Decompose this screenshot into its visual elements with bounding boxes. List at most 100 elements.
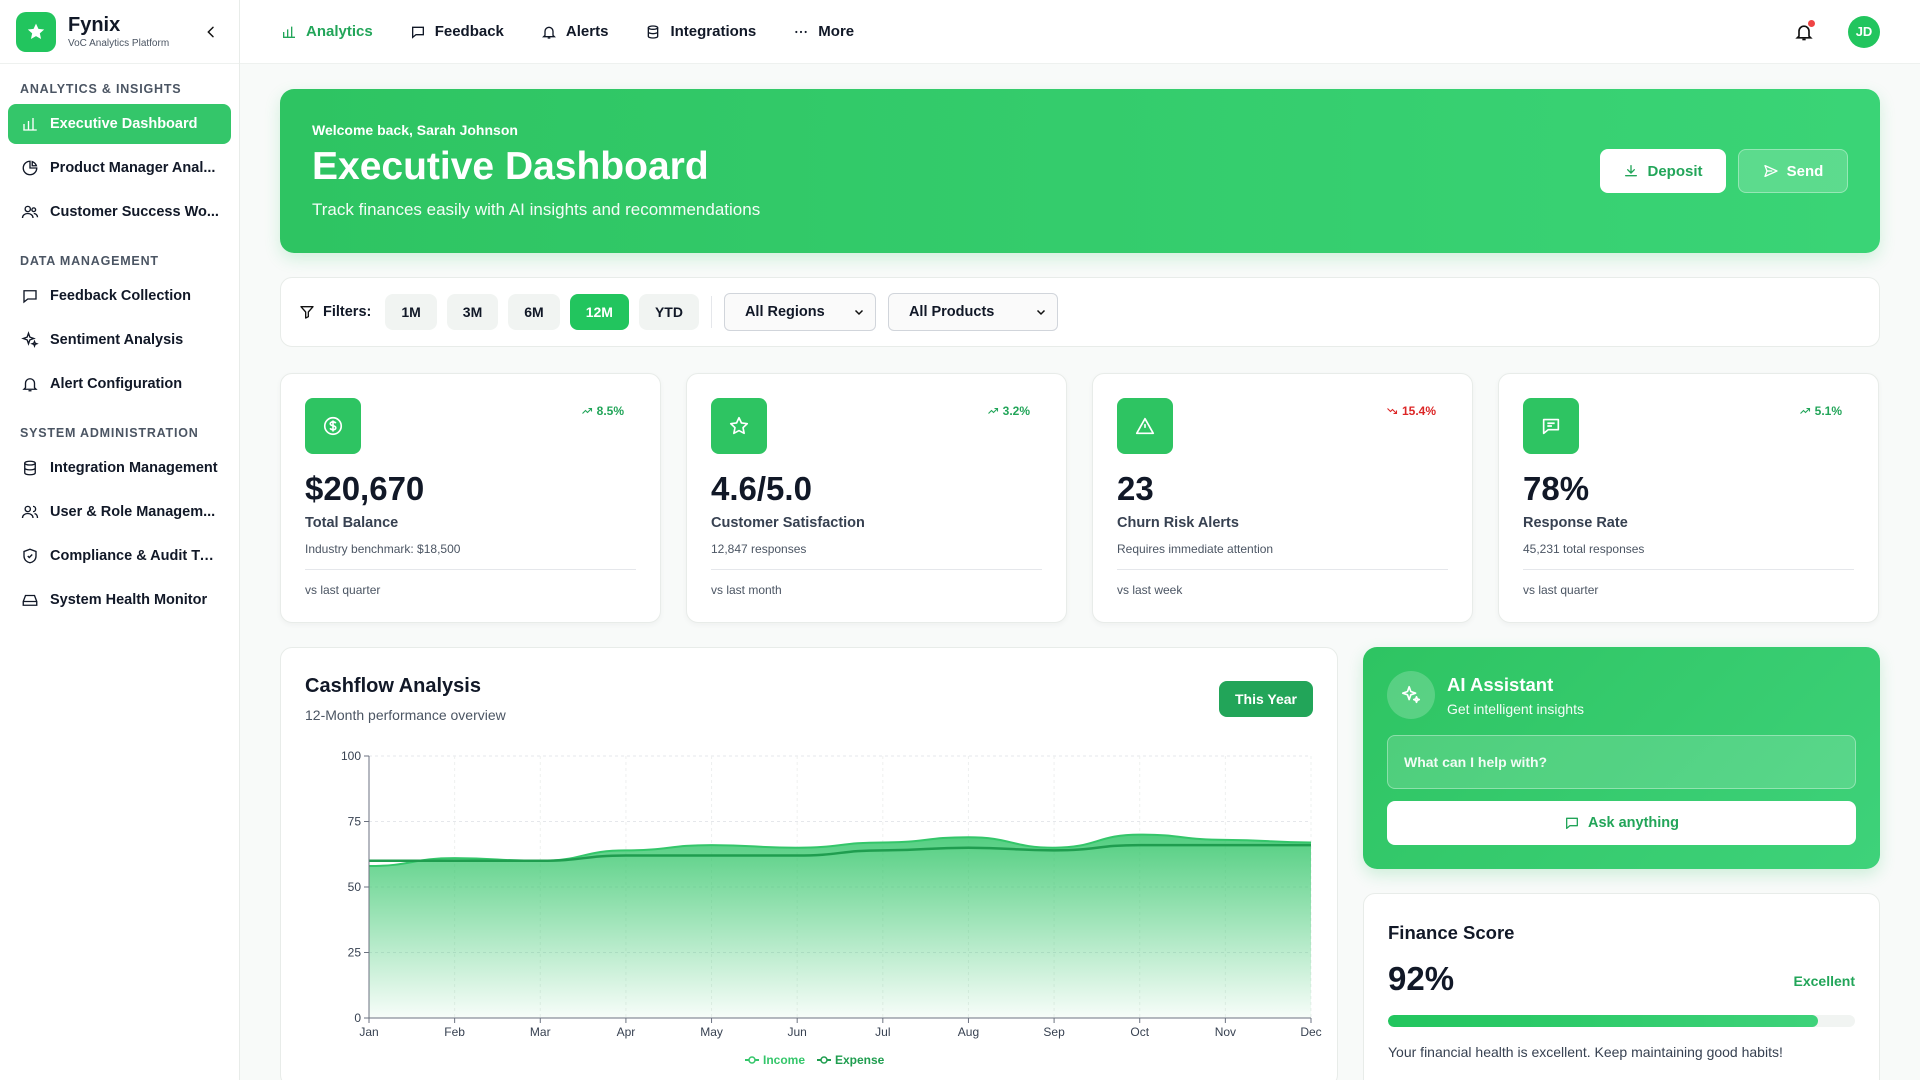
- series-expense-point: [1309, 843, 1314, 848]
- product-select-value: All Products: [908, 304, 995, 320]
- tab-alerts[interactable]: Alerts: [540, 23, 608, 41]
- deposit-button[interactable]: Deposit: [1600, 149, 1726, 193]
- series-expense-point: [709, 853, 714, 858]
- period-1m-button[interactable]: 1M: [385, 294, 437, 330]
- page-subtitle: Track finances easily with AI insights a…: [312, 200, 761, 219]
- series-expense-point: [1223, 843, 1228, 848]
- series-expense-point: [1052, 848, 1057, 853]
- y-tick-label: 75: [348, 815, 362, 829]
- series-expense-line: [368, 843, 1311, 863]
- sidebar-item-integration-management[interactable]: Integration Management: [8, 448, 231, 488]
- pie-chart-icon: [20, 158, 40, 178]
- kpi-value: 4.6/5.0: [711, 470, 812, 507]
- nav-section-title: DATA MANAGEMENT: [20, 254, 159, 268]
- series-expense-point: [795, 853, 800, 858]
- kpi-label: Response Rate: [1523, 515, 1628, 531]
- region-select[interactable]: All Regions: [723, 293, 876, 331]
- sidebar-item-system-health[interactable]: System Health Monitor: [8, 580, 231, 620]
- period-12m-button[interactable]: 12M: [569, 294, 629, 330]
- sidebar: Fynix VoC Analytics Platform ANALYTICS &…: [0, 0, 240, 1080]
- trend-up-icon: [987, 407, 998, 414]
- kpi-label: Total Balance: [305, 515, 399, 531]
- ai-title: AI Assistant: [1447, 674, 1554, 695]
- region-select-value: All Regions: [744, 304, 825, 320]
- collapse-sidebar-button[interactable]: [199, 20, 223, 44]
- tab-integrations[interactable]: Integrations: [644, 23, 756, 41]
- sidebar-item-alert-configuration[interactable]: Alert Configuration: [8, 364, 231, 404]
- x-tick-label: Jan: [359, 1025, 378, 1039]
- filter-icon: [299, 304, 315, 320]
- period-ytd-button[interactable]: YTD: [638, 294, 699, 330]
- finance-score-rating: Excellent: [1793, 973, 1855, 989]
- x-tick-label: Dec: [1300, 1025, 1321, 1039]
- y-tick-label: 100: [341, 749, 361, 763]
- avatar[interactable]: JD: [1848, 15, 1880, 48]
- legend-label: Income: [763, 1053, 805, 1067]
- ask-anything-button[interactable]: Ask anything: [1387, 801, 1856, 845]
- hard-drive-icon: [20, 590, 40, 610]
- kpi-change: 5.1%: [1799, 404, 1842, 418]
- tab-feedback[interactable]: Feedback: [409, 23, 504, 41]
- notifications-button[interactable]: [1792, 19, 1816, 44]
- top-navigation: Analytics Feedback Alerts Integrations M…: [240, 0, 1920, 64]
- period-6m-button[interactable]: 6M: [508, 294, 560, 330]
- sidebar-item-compliance[interactable]: Compliance & Audit Trail: [8, 536, 231, 576]
- series-expense-point: [1137, 843, 1142, 848]
- sidebar-item-label: System Health Monitor: [50, 592, 208, 608]
- more-icon: [792, 23, 810, 41]
- x-tick-label: Sep: [1043, 1025, 1065, 1039]
- x-tick-label: Nov: [1215, 1025, 1236, 1039]
- brand-logo-icon[interactable]: [16, 11, 56, 52]
- ai-question-input[interactable]: [1387, 735, 1856, 789]
- database-icon: [644, 23, 662, 41]
- legend-item-expense: Expense: [817, 1053, 885, 1067]
- legend-item-income: Income: [745, 1053, 805, 1067]
- series-income-point: [709, 843, 714, 848]
- kpi-value: 23: [1117, 470, 1154, 507]
- sidebar-item-user-role[interactable]: User & Role Managem...: [8, 492, 231, 532]
- kpi-subtext: 45,231 total responses: [1523, 542, 1645, 556]
- tab-label: More: [818, 23, 855, 40]
- chart-subtitle: 12-Month performance overview: [305, 707, 506, 723]
- series-expense-point: [966, 845, 971, 850]
- series-income-point: [966, 835, 971, 840]
- kpi-label: Churn Risk Alerts: [1117, 515, 1239, 531]
- x-tick-label: Mar: [530, 1025, 551, 1039]
- sidebar-item-feedback-collection[interactable]: Feedback Collection: [8, 276, 231, 316]
- notification-badge: [1808, 19, 1815, 27]
- legend-marker: [820, 1056, 828, 1064]
- nav-section-analytics: ANALYTICS & INSIGHTS Executive Dashboard…: [0, 64, 239, 232]
- bell-icon: [540, 23, 558, 41]
- tab-analytics[interactable]: Analytics: [280, 23, 373, 41]
- tab-more[interactable]: More: [792, 23, 854, 41]
- x-tick-label: Oct: [1130, 1025, 1149, 1039]
- sidebar-item-customer-success[interactable]: Customer Success Wo...: [8, 192, 231, 232]
- product-select[interactable]: All Products: [887, 293, 1058, 331]
- period-3m-button[interactable]: 3M: [446, 294, 499, 330]
- x-tick-label: Jun: [788, 1025, 807, 1039]
- sidebar-item-executive-dashboard[interactable]: Executive Dashboard: [8, 104, 231, 144]
- legend-marker: [748, 1056, 756, 1064]
- this-year-button[interactable]: This Year: [1218, 681, 1313, 717]
- kpi-card-total-balance: 8.5% $20,670 Total Balance Industry benc…: [280, 373, 661, 623]
- sidebar-item-product-manager[interactable]: Product Manager Anal...: [8, 148, 231, 188]
- series-income-point: [880, 840, 885, 845]
- database-icon: [20, 458, 40, 478]
- ask-anything-label: Ask anything: [1587, 815, 1680, 831]
- kpi-comparison: vs last quarter: [1523, 583, 1599, 597]
- download-icon: [1623, 163, 1639, 179]
- filter-divider: [710, 296, 712, 328]
- sidebar-item-label: Product Manager Anal...: [50, 160, 216, 176]
- trend-down-icon: [1387, 408, 1398, 415]
- finance-score-value: 92%: [1388, 960, 1455, 997]
- sidebar-item-sentiment-analysis[interactable]: Sentiment Analysis: [8, 320, 231, 360]
- dollar-icon: [305, 398, 361, 454]
- send-button[interactable]: Send: [1738, 149, 1848, 193]
- x-tick-label: Jul: [875, 1025, 890, 1039]
- bar-chart-icon: [280, 23, 298, 41]
- filter-bar: Filters: 1M 3M 6M 12M YTD All Regions Al…: [280, 277, 1880, 347]
- bar-chart-icon: [20, 114, 40, 134]
- kpi-divider: [1117, 569, 1448, 570]
- send-label: Send: [1786, 162, 1824, 180]
- kpi-divider: [305, 569, 636, 570]
